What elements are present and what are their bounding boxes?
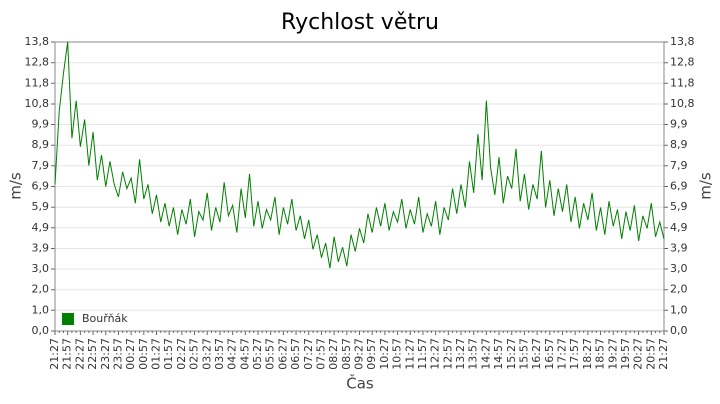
y-tick-label: 3,9 xyxy=(32,241,50,254)
y2-tick-label: 7,9 xyxy=(670,159,688,172)
y2-tick-label: 13,8 xyxy=(670,35,695,48)
y-tick-label: 9,9 xyxy=(32,118,50,131)
x-tick-label: 10:27 xyxy=(378,338,391,370)
y-tick-label: 1,0 xyxy=(32,303,50,316)
data-line xyxy=(54,41,665,269)
y2-tick-label: 10,8 xyxy=(670,97,695,110)
legend-swatch xyxy=(62,313,74,325)
x-tick-label: 00:57 xyxy=(137,338,150,370)
x-tick-label: 08:57 xyxy=(340,338,353,370)
x-tick-label: 06:27 xyxy=(276,338,289,370)
x-tick-label: 21:27 xyxy=(48,338,61,370)
x-tick-label: 11:27 xyxy=(403,338,416,370)
y2-tick-label: 12,8 xyxy=(670,56,695,69)
legend-label: Bouřňák xyxy=(82,312,128,325)
y-tick-label: 5,9 xyxy=(32,200,50,213)
x-tick-label: 19:27 xyxy=(606,338,619,370)
x-tick-label: 02:27 xyxy=(175,338,188,370)
x-tick-label: 12:27 xyxy=(429,338,442,370)
x-tick-label: 22:27 xyxy=(73,338,86,370)
x-tick-label: 07:27 xyxy=(302,338,315,370)
y2-tick-label: 3,0 xyxy=(670,262,688,275)
x-tick-label: 01:57 xyxy=(162,338,175,370)
x-tick-label: 16:57 xyxy=(543,338,556,370)
x-tick-label: 05:57 xyxy=(264,338,277,370)
x-tick-label: 17:27 xyxy=(556,338,569,370)
x-tick-label: 15:27 xyxy=(505,338,518,370)
x-tick-label: 04:57 xyxy=(238,338,251,370)
y-tick-label: 8,9 xyxy=(32,138,50,151)
x-tick-label: 13:57 xyxy=(467,338,480,370)
x-tick-label: 06:57 xyxy=(289,338,302,370)
x-axis-label: Čas xyxy=(346,374,374,393)
x-tick-label: 23:27 xyxy=(99,338,112,370)
x-tick-label: 05:27 xyxy=(251,338,264,370)
x-tick-label: 07:57 xyxy=(314,338,327,370)
y-tick-label: 2,0 xyxy=(32,283,50,296)
x-tick-label: 02:57 xyxy=(188,338,201,370)
y2-tick-label: 8,9 xyxy=(670,138,688,151)
x-tick-label: 11:57 xyxy=(416,338,429,370)
x-tick-label: 18:57 xyxy=(594,338,607,370)
x-tick-label: 19:57 xyxy=(619,338,632,370)
x-tick-label: 08:27 xyxy=(327,338,340,370)
chart-title: Rychlost větru xyxy=(281,10,439,35)
y-axis-label: m/s xyxy=(7,172,25,200)
x-tick-label: 03:27 xyxy=(200,338,213,370)
y2-tick-label: 6,9 xyxy=(670,180,688,193)
x-tick-label: 15:57 xyxy=(517,338,530,370)
y-tick-label: 0,0 xyxy=(32,324,50,337)
x-tick-label: 14:27 xyxy=(479,338,492,370)
y2-tick-label: 1,0 xyxy=(670,303,688,316)
y-tick-label: 6,9 xyxy=(32,180,50,193)
x-tick-label: 20:57 xyxy=(644,338,657,370)
x-tick-label: 13:27 xyxy=(454,338,467,370)
x-tick-label: 14:57 xyxy=(492,338,505,370)
x-tick-label: 20:27 xyxy=(632,338,645,370)
x-tick-label: 21:57 xyxy=(61,338,74,370)
x-tick-label: 23:57 xyxy=(111,338,124,370)
x-tick-label: 22:57 xyxy=(86,338,99,370)
y2-tick-label: 0,0 xyxy=(670,324,688,337)
x-tick-label: 03:57 xyxy=(213,338,226,370)
y2-tick-label: 4,9 xyxy=(670,221,688,234)
x-tick-label: 01:27 xyxy=(150,338,163,370)
y2-tick-label: 11,8 xyxy=(670,76,695,89)
y-tick-label: 4,9 xyxy=(32,221,50,234)
y2-tick-label: 5,9 xyxy=(670,200,688,213)
y2-tick-label: 2,0 xyxy=(670,283,688,296)
x-tick-label: 21:27 xyxy=(657,338,670,370)
y2-tick-label: 3,9 xyxy=(670,241,688,254)
y-tick-label: 7,9 xyxy=(32,159,50,172)
x-tick-label: 09:57 xyxy=(365,338,378,370)
x-tick-label: 10:57 xyxy=(391,338,404,370)
y-tick-label: 13,8 xyxy=(25,35,50,48)
x-tick-label: 12:57 xyxy=(441,338,454,370)
x-tick-label: 04:27 xyxy=(226,338,239,370)
y-tick-label: 12,8 xyxy=(25,56,50,69)
x-tick-label: 09:27 xyxy=(353,338,366,370)
x-tick-label: 00:27 xyxy=(124,338,137,370)
y2-axis-label: m/s xyxy=(697,172,715,200)
x-tick-label: 18:27 xyxy=(581,338,594,370)
y2-tick-label: 9,9 xyxy=(670,118,688,131)
y-tick-label: 11,8 xyxy=(25,76,50,89)
y-tick-label: 3,0 xyxy=(32,262,50,275)
x-tick-label: 17:57 xyxy=(568,338,581,370)
y-tick-label: 10,8 xyxy=(25,97,50,110)
x-tick-label: 16:27 xyxy=(530,338,543,370)
